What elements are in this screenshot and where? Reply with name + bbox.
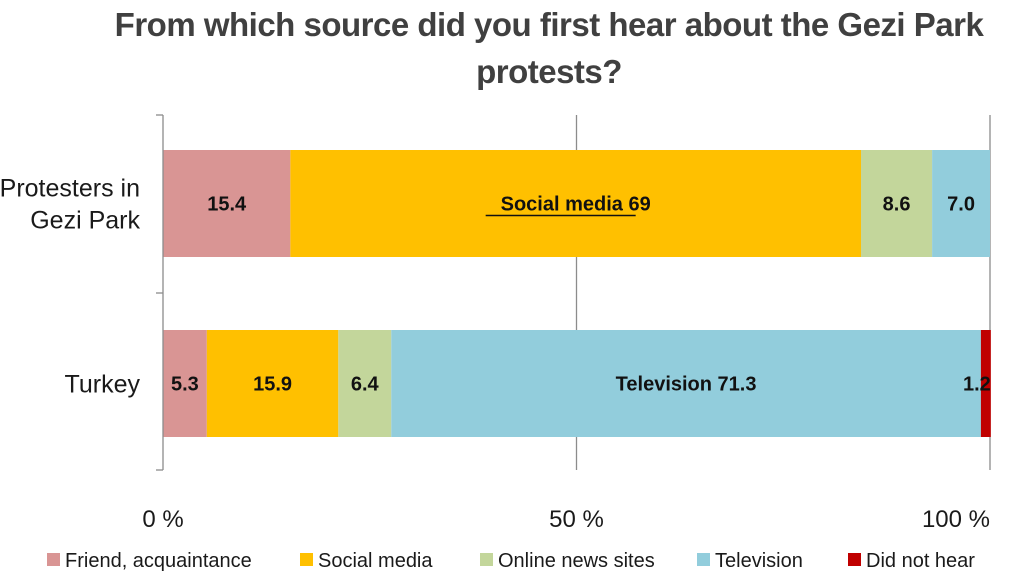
legend-label: Online news sites	[498, 550, 655, 572]
x-tick-label: 0 %	[142, 506, 183, 533]
data-label: 5.3	[171, 374, 199, 396]
chart-title-line: From which source did you first hear abo…	[115, 6, 985, 43]
x-tick-label: 50 %	[549, 506, 604, 533]
bars: 15.4 Social media 69 8.6 7.0 5.3 15.9 6.4 Telev…	[163, 150, 991, 437]
legend: Friend, acquaintance Social media Online n…	[47, 550, 975, 572]
category-label: Turkey	[65, 371, 141, 399]
axes: Protesters in Gezi Park Turkey 0 % 50 % 100 %	[0, 114, 990, 533]
legend-swatch	[47, 553, 60, 566]
data-label: 6.4	[351, 374, 380, 396]
legend-label: Did not hear	[866, 550, 975, 572]
bar-segment	[206, 330, 339, 437]
legend-swatch	[697, 553, 710, 566]
category-label: Gezi Park	[30, 207, 140, 235]
legend-swatch	[848, 553, 861, 566]
category-label: Protesters in	[0, 175, 140, 203]
data-label: 15.9	[253, 374, 292, 396]
bar-segment	[290, 150, 861, 257]
bar-segment	[860, 150, 933, 257]
bar-segment	[163, 150, 291, 257]
legend-swatch	[480, 553, 493, 566]
bar-segment	[163, 330, 207, 437]
legend-label: Friend, acquaintance	[65, 550, 252, 572]
bar-segment	[980, 330, 991, 437]
bar-segment	[391, 330, 981, 437]
data-label: Social media 69	[501, 194, 651, 216]
legend-label: Social media	[318, 550, 433, 572]
bar-segment	[338, 330, 392, 437]
x-tick-label: 100 %	[922, 506, 990, 533]
data-label: 7.0	[947, 194, 975, 216]
data-label: 1.2	[963, 374, 991, 396]
chart-title-line: protests?	[476, 53, 622, 90]
data-label: 8.6	[883, 194, 911, 216]
legend-swatch	[300, 553, 313, 566]
data-label: 15.4	[207, 194, 247, 216]
legend-label: Television	[715, 550, 803, 572]
chart-title: From which source did you first hear abo…	[115, 6, 985, 90]
bar-segment	[932, 150, 990, 257]
data-label: Television 71.3	[616, 374, 757, 396]
